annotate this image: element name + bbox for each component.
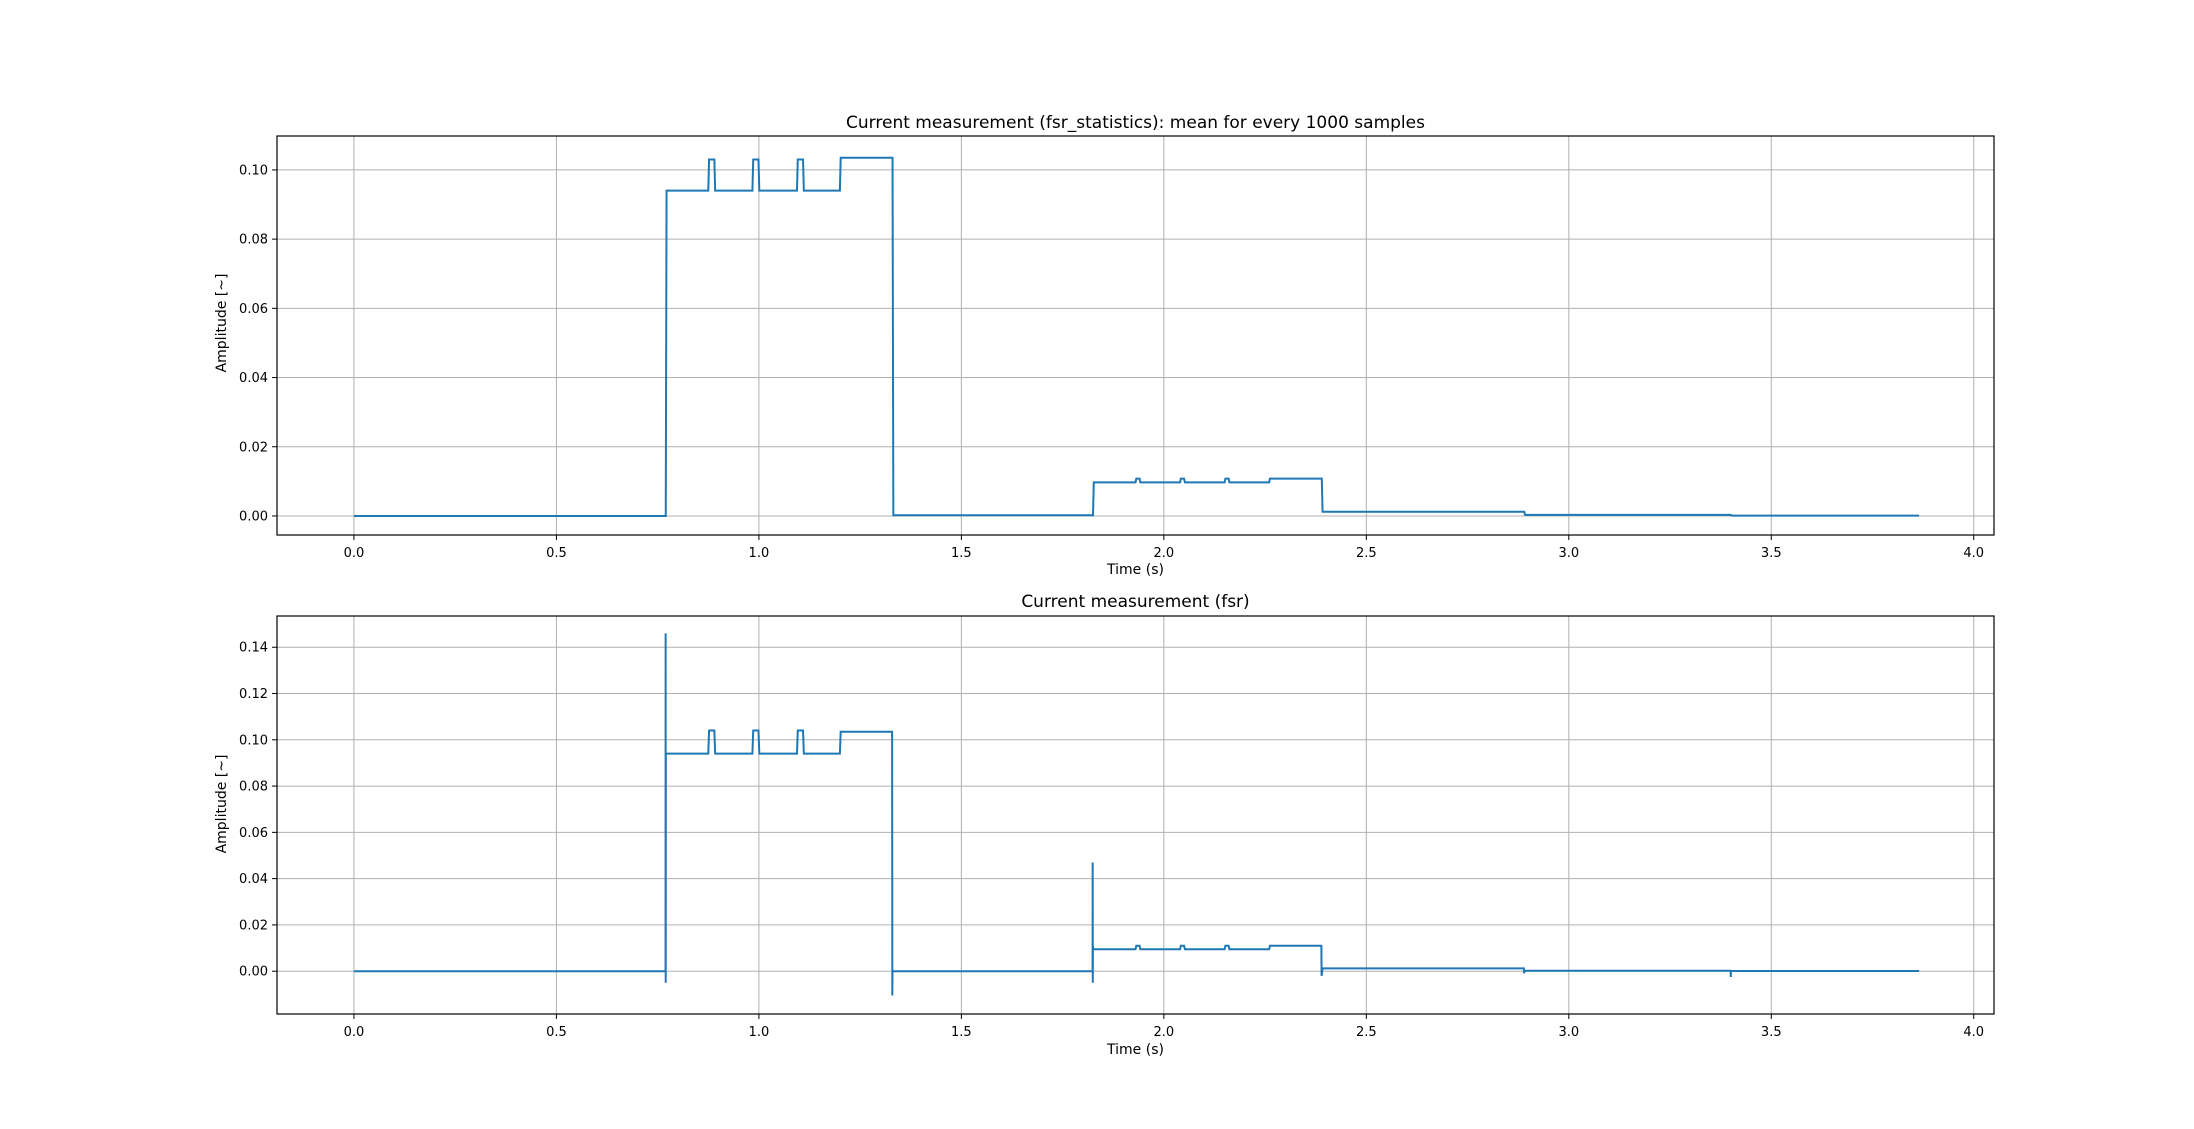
top-x-axis-label: Time (s) (1106, 562, 1164, 578)
bottom-y-tick-label: 0.00 (239, 965, 268, 980)
top-x-tick-label: 2.5 (1356, 546, 1377, 561)
bottom-x-tick-label: 2.0 (1154, 1025, 1175, 1040)
top-y-tick-label: 0.10 (239, 163, 268, 178)
bottom-x-tick-label: 0.5 (546, 1025, 567, 1040)
bottom-x-tick-label: 3.0 (1558, 1025, 1579, 1040)
top-ticks: 0.0 0.5 1.0 1.5 2.0 2.5 3.0 3.5 4.0 0.00 0.02 0.04 0… (239, 163, 1984, 561)
bottom-x-tick-label: 2.5 (1356, 1025, 1377, 1040)
top-axes: Current measurement (fsr_statistics): me… (214, 113, 1995, 578)
bottom-series-line (353, 633, 1920, 996)
top-y-axis-label: Amplitude [~] (214, 274, 230, 373)
bottom-x-tick-label: 1.5 (951, 1025, 972, 1040)
top-x-tick-label: 3.5 (1761, 546, 1782, 561)
bottom-plot-frame (276, 615, 1995, 1015)
bottom-grid (277, 616, 1994, 1014)
bottom-x-tick-label: 4.0 (1963, 1025, 1984, 1040)
bottom-y-tick-label: 0.02 (239, 918, 268, 933)
top-grid (277, 136, 1994, 535)
bottom-x-tick-label: 1.0 (749, 1025, 770, 1040)
top-x-tick-label: 4.0 (1963, 546, 1984, 561)
bottom-y-tick-label: 0.06 (239, 826, 268, 841)
top-x-tick-label: 0.0 (344, 546, 365, 561)
top-y-tick-label: 0.06 (239, 302, 268, 317)
bottom-y-tick-label: 0.14 (239, 641, 268, 656)
bottom-x-tick-label: 3.5 (1761, 1025, 1782, 1040)
top-x-tick-label: 2.0 (1154, 546, 1175, 561)
top-x-tick-label: 3.0 (1558, 546, 1579, 561)
top-series-line (353, 156, 1920, 517)
bottom-y-tick-label: 0.12 (239, 687, 268, 702)
top-y-tick-label: 0.00 (239, 509, 268, 524)
bottom-y-tick-label: 0.10 (239, 733, 268, 748)
top-chart-title: Current measurement (fsr_statistics): me… (846, 113, 1425, 133)
bottom-x-axis-label: Time (s) (1106, 1042, 1164, 1058)
bottom-chart-title: Current measurement (fsr) (1021, 592, 1249, 612)
top-x-tick-label: 1.0 (749, 546, 770, 561)
top-plot-frame (276, 135, 1995, 536)
bottom-y-axis-label: Amplitude [~] (214, 755, 230, 854)
top-x-tick-label: 0.5 (546, 546, 567, 561)
top-y-tick-label: 0.08 (239, 233, 268, 248)
bottom-x-tick-label: 0.0 (344, 1025, 365, 1040)
bottom-ticks: 0.0 0.5 1.0 1.5 2.0 2.5 3.0 3.5 4.0 0.00 0.02 0.04 0… (239, 641, 1984, 1040)
top-x-tick-label: 1.5 (951, 546, 972, 561)
bottom-y-tick-label: 0.04 (239, 872, 268, 887)
bottom-axes: Current measurement (fsr) Time (s) Ampli… (214, 592, 1995, 1058)
top-y-tick-label: 0.04 (239, 371, 268, 386)
bottom-y-tick-label: 0.08 (239, 780, 268, 795)
top-y-tick-label: 0.02 (239, 440, 268, 455)
